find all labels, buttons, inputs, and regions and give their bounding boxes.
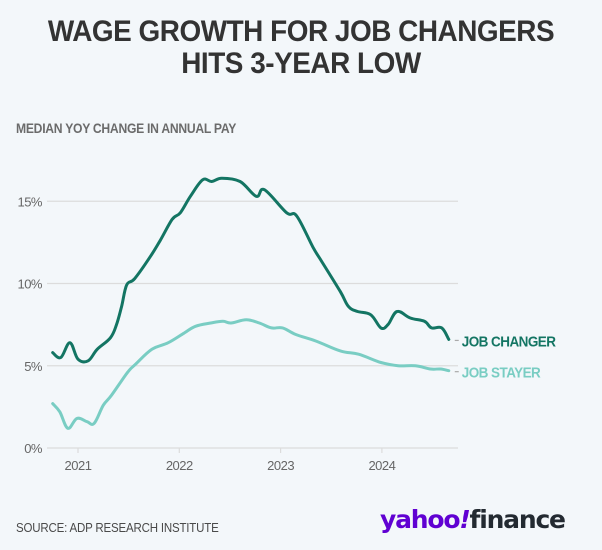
title-line-1: WAGE GROWTH FOR JOB CHANGERS — [47, 15, 555, 48]
job-changer-line — [51, 176, 451, 364]
y-axis-ticks: 0% 5% 10% 15% — [17, 194, 43, 456]
x-axis-ticks: 2021 2022 2023 2024 — [65, 448, 396, 473]
x-tick-label: 2024 — [368, 458, 395, 473]
series-labels: JOB STAYER JOB CHANGER — [454, 334, 556, 382]
chart-subtitle: MEDIAN YOY CHANGE IN ANNUAL PAY — [16, 121, 237, 136]
x-tick-label: 2023 — [267, 458, 294, 473]
y-tick-label: 0% — [24, 441, 43, 456]
x-tick-label: 2022 — [166, 458, 193, 473]
chart-title: WAGE GROWTH FOR JOB CHANGERS HITS 3-YEAR… — [21, 16, 581, 80]
yahoo-finance-logo: yahoo!finance — [380, 505, 567, 534]
gridlines — [47, 200, 458, 449]
x-tick-label: 2021 — [65, 458, 92, 473]
job-stayer-label: JOB STAYER — [462, 365, 541, 382]
job-changer-label: JOB CHANGER — [462, 334, 556, 351]
logo-yahoo: yahoo — [380, 505, 461, 534]
series-lines — [51, 176, 451, 430]
source-note: SOURCE: ADP RESEARCH INSTITUTE — [16, 521, 219, 535]
title-line-2: HITS 3-YEAR LOW — [181, 47, 421, 80]
y-tick-label: 5% — [24, 359, 43, 374]
y-tick-label: 15% — [17, 194, 42, 209]
logo-exclamation: ! — [459, 505, 470, 534]
job-stayer-line — [51, 318, 451, 430]
y-tick-label: 10% — [17, 277, 42, 292]
logo-finance: finance — [469, 505, 567, 534]
